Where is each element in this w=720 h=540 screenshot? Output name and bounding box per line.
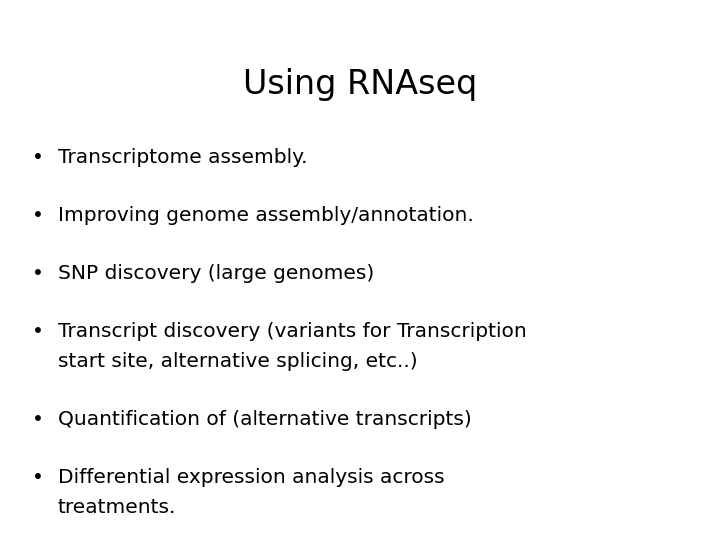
Text: SNP discovery (large genomes): SNP discovery (large genomes) <box>58 264 374 283</box>
Text: •: • <box>32 468 44 487</box>
Text: Improving genome assembly/annotation.: Improving genome assembly/annotation. <box>58 206 474 225</box>
Text: Transcriptome assembly.: Transcriptome assembly. <box>58 148 307 167</box>
Text: start site, alternative splicing, etc..): start site, alternative splicing, etc..) <box>58 352 418 371</box>
Text: •: • <box>32 206 44 225</box>
Text: Using RNAseq: Using RNAseq <box>243 68 477 101</box>
Text: •: • <box>32 410 44 429</box>
Text: treatments.: treatments. <box>58 498 176 517</box>
Text: Transcript discovery (variants for Transcription: Transcript discovery (variants for Trans… <box>58 322 527 341</box>
Text: Quantification of (alternative transcripts): Quantification of (alternative transcrip… <box>58 410 472 429</box>
Text: •: • <box>32 264 44 283</box>
Text: •: • <box>32 148 44 167</box>
Text: Differential expression analysis across: Differential expression analysis across <box>58 468 445 487</box>
Text: •: • <box>32 322 44 341</box>
